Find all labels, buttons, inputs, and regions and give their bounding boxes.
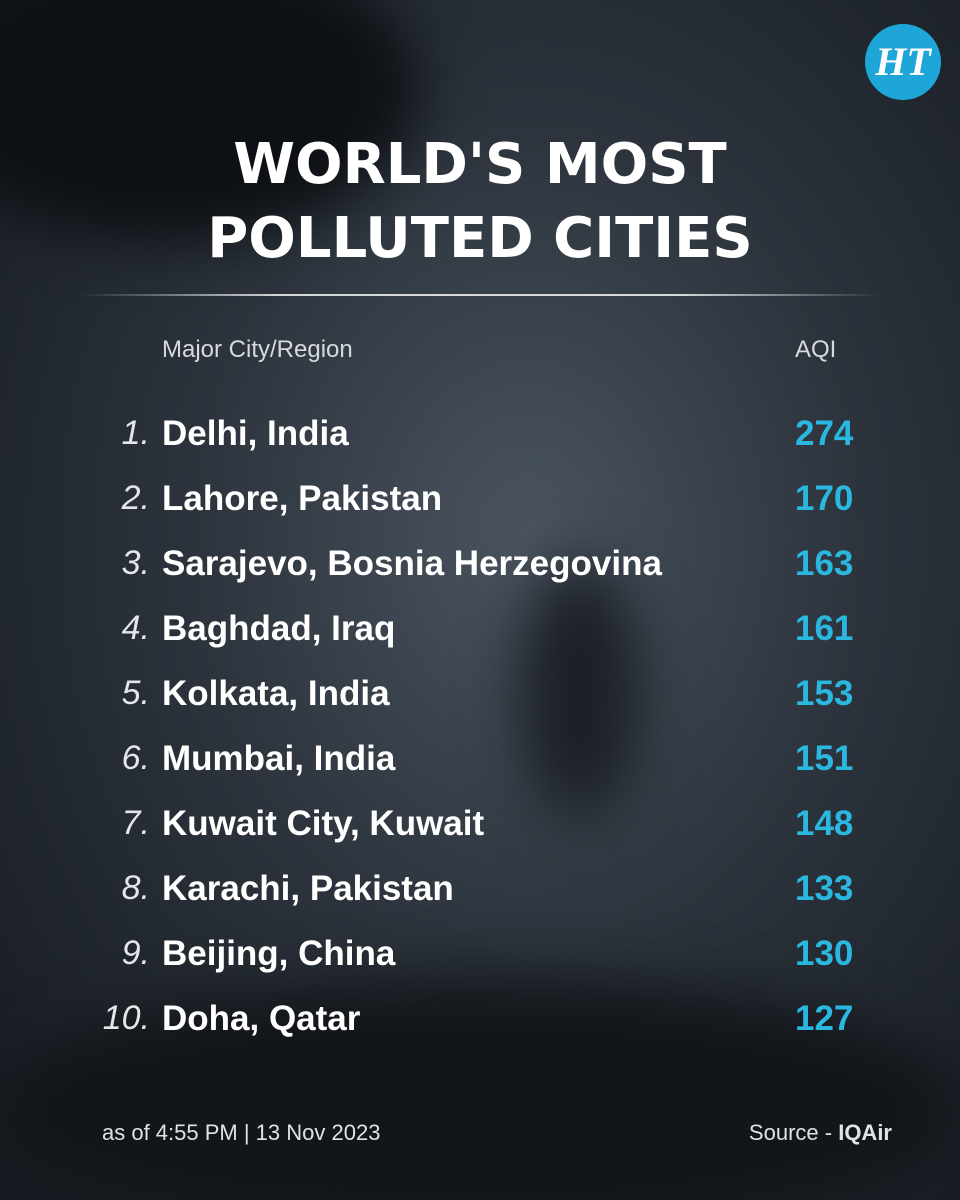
city-name: Beijing, China (162, 934, 396, 973)
rank: 2. (121, 479, 150, 517)
rank: 5. (121, 674, 150, 712)
city-name: Lahore, Pakistan (162, 479, 443, 518)
city-name: Mumbai, India (162, 739, 396, 778)
rank: 4. (121, 609, 150, 647)
logo: HT (865, 24, 941, 100)
city-name: Karachi, Pakistan (162, 869, 454, 908)
aqi-value: 153 (795, 674, 854, 713)
city-name: Kolkata, India (162, 674, 390, 713)
rank: 10. (102, 999, 150, 1037)
background-shade (0, 0, 420, 240)
rank: 3. (121, 544, 150, 582)
city-name: Delhi, India (162, 414, 349, 453)
aqi-value: 170 (795, 479, 854, 518)
title-line: WORLD'S MOST (233, 132, 727, 197)
rank: 1. (121, 414, 150, 452)
rank: 9. (121, 934, 150, 972)
rank: 8. (121, 869, 150, 907)
source-name: IQAir (838, 1120, 892, 1145)
source: Source - IQAir (749, 1120, 892, 1146)
rank: 7. (121, 804, 150, 842)
source-label: Source - (748, 1120, 833, 1145)
divider (80, 294, 880, 296)
aqi-value: 148 (795, 804, 854, 843)
column-header: AQI (795, 336, 837, 363)
aqi-value: 151 (795, 739, 854, 778)
column-header: Major City/Region (162, 336, 353, 363)
city-name: Doha, Qatar (162, 999, 361, 1038)
background-shade (520, 560, 640, 820)
aqi-value: 133 (795, 869, 854, 908)
city-name: Kuwait City, Kuwait (162, 804, 485, 843)
rank: 6. (121, 739, 150, 777)
city-name: Baghdad, Iraq (162, 609, 396, 648)
background-shade (0, 980, 960, 1200)
aqi-value: 130 (795, 934, 854, 973)
aqi-value: 161 (795, 609, 854, 648)
aqi-value: 163 (795, 544, 854, 583)
title-line: POLLUTED CITIES (207, 206, 753, 271)
city-name: Sarajevo, Bosnia Herzegovina (162, 544, 662, 583)
aqi-value: 274 (795, 414, 854, 453)
timestamp: as of 4:55 PM | 13 Nov 2023 (102, 1120, 381, 1145)
aqi-value: 127 (795, 999, 854, 1038)
